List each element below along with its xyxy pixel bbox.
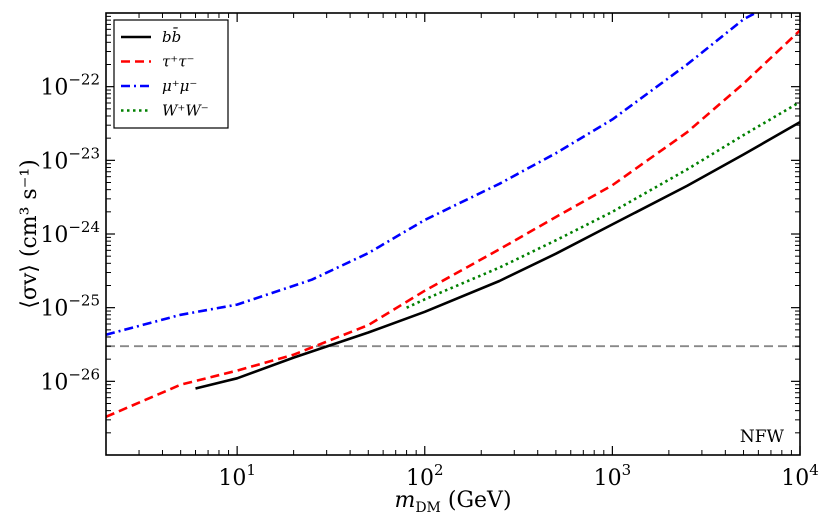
x-tick-label: 103 (594, 461, 632, 491)
y-tick-label: 10−23 (40, 144, 100, 174)
legend-label-3: W⁺W⁻ (162, 102, 209, 120)
x-tick-label: 104 (781, 461, 819, 491)
legend-label-2: μ⁺μ⁻ (162, 77, 197, 95)
series-line-1 (106, 29, 800, 418)
series-line-3 (406, 100, 800, 309)
y-tick-label: 10−22 (40, 71, 100, 101)
x-axis-label: mDM (GeV) (394, 488, 511, 516)
plot-area (105, 12, 801, 456)
series-line-2 (106, 13, 759, 336)
y-tick-label: 10−24 (40, 218, 100, 248)
series-line-0 (195, 120, 800, 390)
x-tick-label: 101 (218, 461, 256, 491)
legend-label-0: bb̄ (162, 28, 181, 46)
y-tick-label: 10−25 (40, 292, 100, 322)
legend: bb̄ τ⁺τ⁻ μ⁺μ⁻ W⁺W⁻ (113, 19, 229, 129)
y-tick-label: 10−26 (40, 365, 100, 395)
y-axis-label: ⟨σv⟩ (cm³ s⁻¹) (17, 159, 42, 309)
legend-label-1: τ⁺τ⁻ (162, 53, 194, 71)
x-tick-label: 102 (406, 461, 444, 491)
nfw-annotation: NFW (740, 427, 785, 447)
